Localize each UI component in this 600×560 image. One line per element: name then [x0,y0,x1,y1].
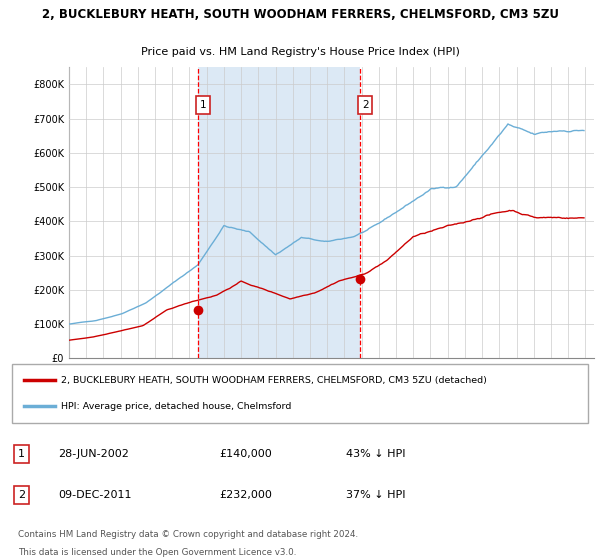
Text: 1: 1 [18,449,25,459]
Text: Price paid vs. HM Land Registry's House Price Index (HPI): Price paid vs. HM Land Registry's House … [140,48,460,58]
Bar [198,67,360,358]
Text: £140,000: £140,000 [220,449,272,459]
Text: 2: 2 [362,100,369,110]
Text: 2, BUCKLEBURY HEATH, SOUTH WOODHAM FERRERS, CHELMSFORD, CM3 5ZU (detached): 2, BUCKLEBURY HEATH, SOUTH WOODHAM FERRE… [61,376,487,385]
Text: This data is licensed under the Open Government Licence v3.0.: This data is licensed under the Open Gov… [18,548,296,557]
Text: Contains HM Land Registry data © Crown copyright and database right 2024.: Contains HM Land Registry data © Crown c… [18,530,358,539]
Text: HPI: Average price, detached house, Chelmsford: HPI: Average price, detached house, Chel… [61,402,292,411]
Text: 2: 2 [18,490,25,500]
Text: £232,000: £232,000 [220,490,272,500]
Text: 1: 1 [200,100,206,110]
Text: 37% ↓ HPI: 37% ↓ HPI [346,490,406,500]
Text: 2, BUCKLEBURY HEATH, SOUTH WOODHAM FERRERS, CHELMSFORD, CM3 5ZU: 2, BUCKLEBURY HEATH, SOUTH WOODHAM FERRE… [41,8,559,21]
Text: 09-DEC-2011: 09-DEC-2011 [58,490,131,500]
Text: 28-JUN-2002: 28-JUN-2002 [58,449,129,459]
FancyBboxPatch shape [12,364,588,423]
Text: 43% ↓ HPI: 43% ↓ HPI [346,449,406,459]
